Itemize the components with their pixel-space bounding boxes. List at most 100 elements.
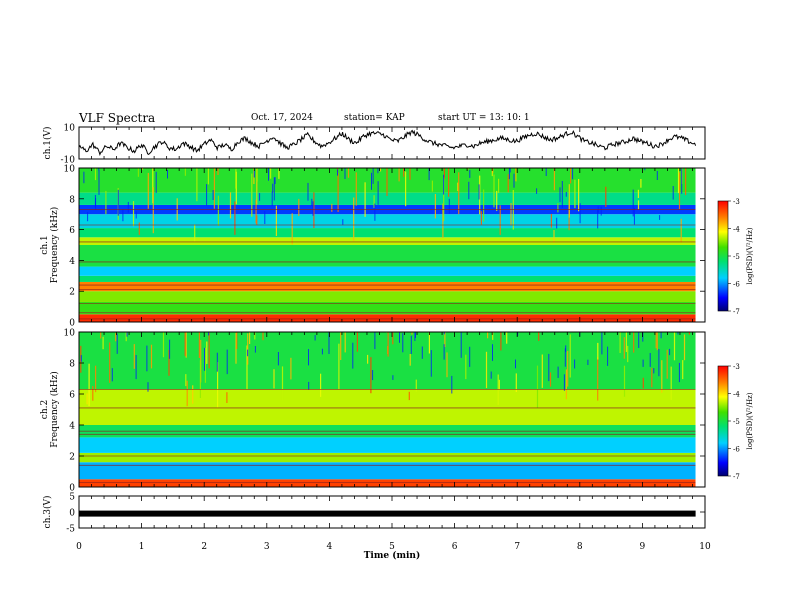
spectrogram-gap-38 <box>448 198 450 214</box>
y-tick-label: 5 <box>69 493 75 503</box>
spectrogram-streak-18 <box>465 354 467 380</box>
x-tick-label: 3 <box>264 542 270 552</box>
spectrogram-streak-13 <box>688 332 690 335</box>
spectrogram-gap-14 <box>410 335 412 354</box>
spectrogram-band-1 <box>79 301 696 315</box>
spectrogram-gap-39 <box>98 168 100 171</box>
spectrogram-band-5 <box>79 266 696 276</box>
y-tick-label: 8 <box>69 195 75 205</box>
spectrogram-gap-59 <box>660 332 662 339</box>
spectrogram-streak-61 <box>86 393 88 405</box>
spectrogram-gap-54 <box>414 332 416 341</box>
colorbar-tick-label: -5 <box>733 253 740 261</box>
spectrogram-streak-2 <box>254 332 256 340</box>
spectrogram-streak-77 <box>597 342 599 360</box>
spectrogram-gap-25 <box>344 168 346 179</box>
spectrogram-streak-82 <box>568 184 570 218</box>
spectrogram-gap-29 <box>328 332 330 354</box>
spectrogram-streak-29 <box>597 357 599 401</box>
spectrogram-streak-69 <box>168 349 170 376</box>
spectrogram-streak-85 <box>541 354 543 388</box>
spectrogram-gap-58 <box>469 169 471 178</box>
spectrogram-gap-51 <box>308 381 310 390</box>
spectrogram-gap-43 <box>415 332 416 338</box>
spectrogram-band-0 <box>79 479 696 487</box>
spectrogram-streak-30 <box>625 332 627 352</box>
spectrogram-streak-24 <box>133 344 135 369</box>
y-tick-label: 0 <box>69 509 75 519</box>
spectrogram-gap-25 <box>451 375 453 394</box>
spectrogram-gap-28 <box>259 193 261 201</box>
spectrogram-streak-59 <box>640 179 642 188</box>
x-tick-label: 2 <box>201 542 207 552</box>
spectrogram-streak-33 <box>567 350 569 387</box>
spectrogram-streak-26 <box>506 332 508 344</box>
spectrogram-no-data <box>695 168 705 322</box>
spectrogram-gap-39 <box>392 375 394 380</box>
spectrogram-streak-79 <box>444 332 446 348</box>
spectrogram-streak-35 <box>661 360 663 393</box>
spectrogram-gap-12 <box>669 348 671 356</box>
spectrogram-streak-0 <box>565 369 567 400</box>
spectrogram-gap-14 <box>117 189 119 216</box>
spectrogram-gap-8 <box>460 332 462 358</box>
spectrogram-streak-59 <box>408 391 410 401</box>
spectrogram-streak-89 <box>338 343 340 390</box>
y-axis-label: ch.1(V) <box>42 127 53 160</box>
spectrogram-band-0 <box>79 314 696 322</box>
spectrogram-gap-30 <box>443 344 445 360</box>
date-label: Oct. 17, 2024 <box>251 113 313 123</box>
spectrogram-streak-76 <box>199 360 201 398</box>
spectrogram-streak-65 <box>642 377 644 389</box>
y-axis-label: Frequency (kHz) <box>49 207 60 284</box>
spectrogram-gap-2 <box>135 211 137 219</box>
spectrogram-streak-0 <box>483 189 485 222</box>
spectrogram-gap-48 <box>122 209 124 222</box>
spectrogram-streak-7 <box>446 352 448 378</box>
spectrogram-streak-10 <box>347 168 350 178</box>
spectrogram-streak-41 <box>415 379 417 392</box>
spectrogram-gap-19 <box>374 332 376 350</box>
spectrogram-streak-73 <box>570 168 572 184</box>
spectrogram-gap-51 <box>559 187 561 203</box>
x-tick-label: 10 <box>699 542 711 552</box>
spectrogram-streak-24 <box>196 168 198 202</box>
spectrogram-streak-82 <box>487 332 489 339</box>
spectrogram-streak-72 <box>206 341 208 364</box>
spectrogram-streak-36 <box>217 362 219 408</box>
spectrogram-gap-16 <box>264 211 266 224</box>
spectrogram-streak-46 <box>256 168 258 205</box>
spectrogram-gap-10 <box>271 191 273 206</box>
spectrogram-streak-38 <box>373 195 375 209</box>
spectrogram-streak-9 <box>281 366 284 401</box>
spectrogram-streak-29 <box>515 168 517 182</box>
x-axis-label: Time (min) <box>364 550 421 561</box>
spectrogram-gap-3 <box>247 349 249 357</box>
spectrogram-streak-70 <box>492 332 494 340</box>
spectrogram-streak-55 <box>392 332 394 345</box>
spectrogram-gap-30 <box>167 170 168 179</box>
spectrogram-band-3 <box>79 281 696 292</box>
spectrogram-gap-0 <box>443 174 445 195</box>
spectrogram-band-11 <box>79 192 696 205</box>
spectrogram-streak-17 <box>204 347 206 383</box>
spectrogram-band-6 <box>79 245 696 267</box>
spectrogram-gap-9 <box>556 217 558 229</box>
spectrogram-gap-20 <box>545 168 547 176</box>
spectrogram-streak-42 <box>249 332 251 344</box>
spectrogram-streak-50 <box>434 194 436 219</box>
spectrogram-gap-18 <box>371 172 372 190</box>
spectrogram-streak-17 <box>574 179 576 209</box>
spectrogram-gap-54 <box>468 181 470 200</box>
y-tick-label: 6 <box>69 391 75 401</box>
spectrogram-gap-28 <box>492 344 493 361</box>
spectrogram-streak-55 <box>184 168 186 176</box>
y-tick-label: 4 <box>69 422 75 432</box>
spectrogram-streak-28 <box>290 357 292 380</box>
spectrogram-gap-59 <box>579 203 581 224</box>
spectrogram-gap-36 <box>564 348 566 367</box>
colorbar-tick-label: -3 <box>733 198 740 206</box>
spectrogram-gap-53 <box>272 183 274 193</box>
spectrogram-gap-50 <box>337 169 338 176</box>
spectrogram-streak-66 <box>262 332 264 341</box>
